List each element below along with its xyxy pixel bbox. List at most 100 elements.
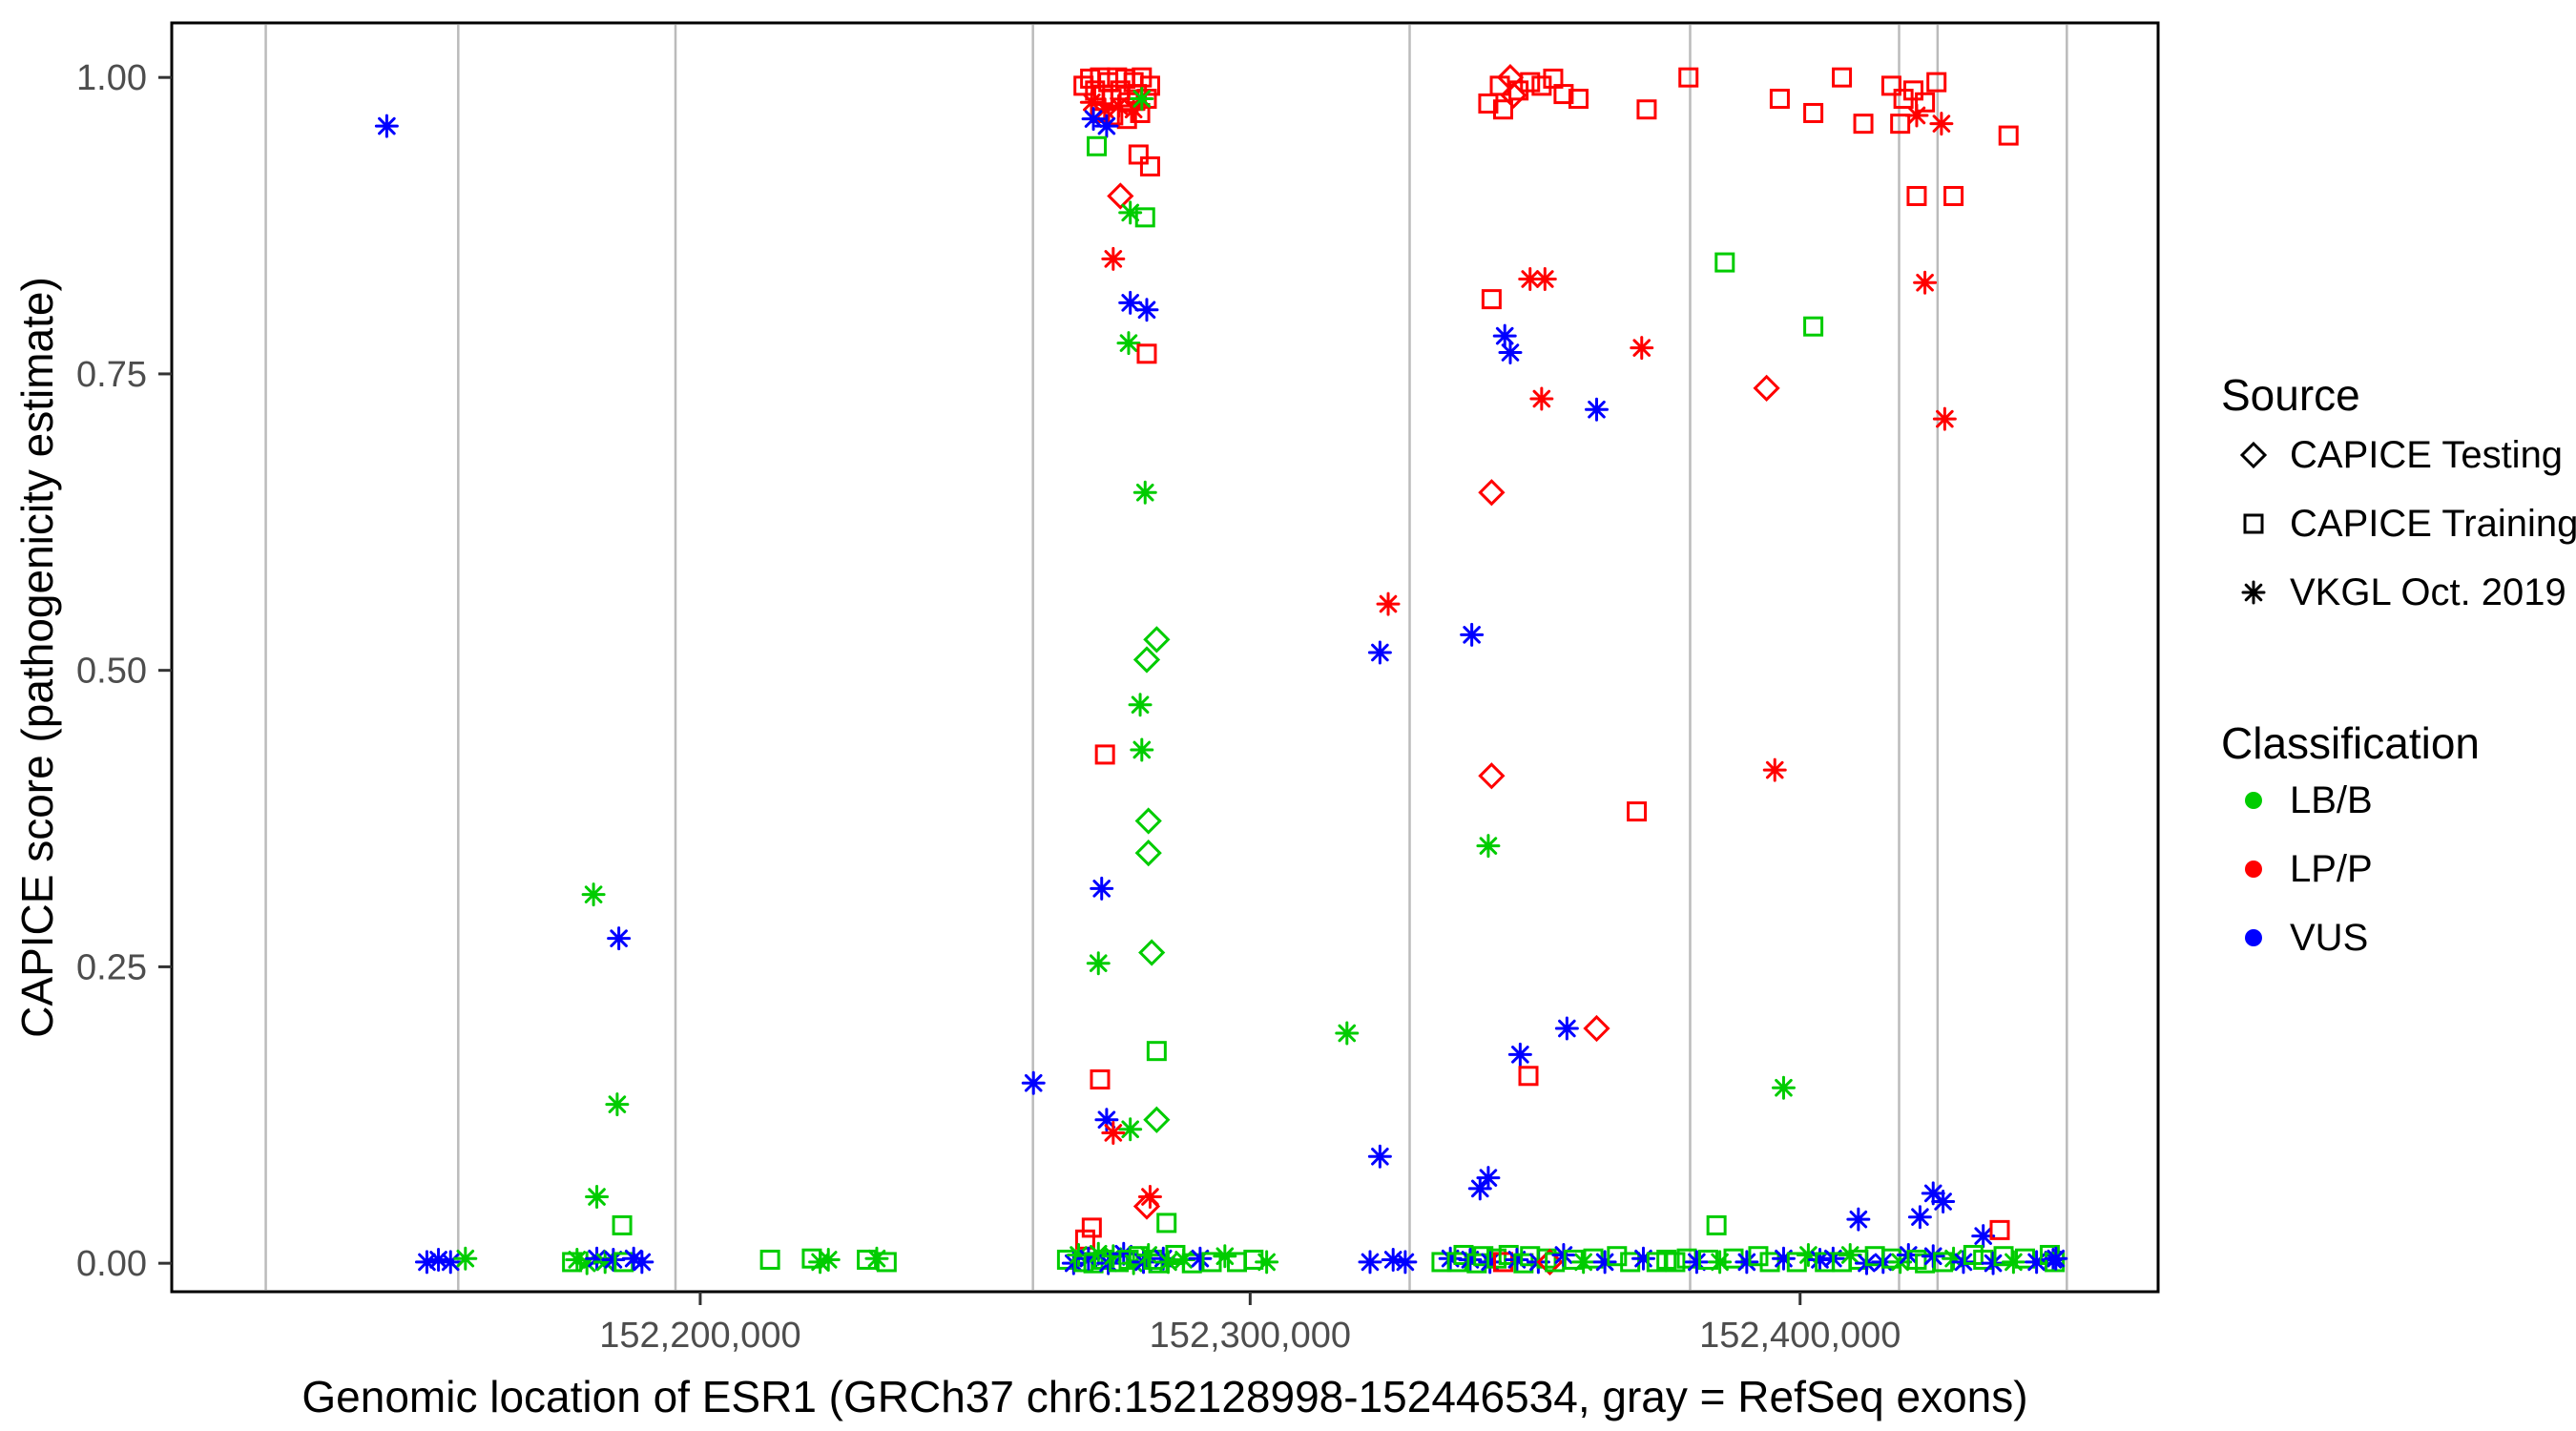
data-point — [1107, 182, 1134, 210]
data-point — [1473, 1246, 1494, 1267]
data-point — [1762, 757, 1787, 782]
data-point — [1476, 834, 1501, 859]
data-point — [1803, 102, 1824, 123]
y-tick-label: 0.25 — [76, 947, 147, 987]
data-point — [1708, 1250, 1733, 1275]
data-point — [1134, 807, 1162, 835]
data-point — [1458, 1247, 1483, 1272]
data-point — [1067, 1242, 1091, 1267]
legend-classification-title: Classification — [2221, 718, 2480, 768]
data-point — [1492, 1252, 1513, 1273]
data-point — [1358, 1250, 1382, 1275]
data-point — [2001, 1250, 2025, 1275]
y-tick-label: 0.00 — [76, 1244, 147, 1284]
data-point — [612, 1214, 633, 1235]
data-point — [1132, 646, 1161, 674]
data-point — [1121, 97, 1146, 122]
classification-dot-icon — [2245, 861, 2262, 878]
data-point — [1808, 1247, 1833, 1272]
x-tick-label: 152,300,000 — [1150, 1316, 1351, 1356]
data-point — [414, 1250, 439, 1275]
data-point — [1902, 80, 1923, 101]
data-point — [1096, 1251, 1121, 1275]
data-point — [1771, 1075, 1796, 1100]
data-point — [1081, 107, 1106, 132]
data-point — [1118, 290, 1143, 315]
data-point — [1155, 1250, 1180, 1275]
classification-dot-icon — [2245, 929, 2262, 946]
data-point — [1584, 397, 1609, 422]
asterisk-icon — [2241, 580, 2266, 605]
data-point — [374, 114, 399, 138]
data-point — [1079, 90, 1104, 114]
data-point — [1714, 252, 1735, 273]
data-point — [1090, 876, 1114, 901]
data-point — [1771, 1246, 1796, 1271]
data-point — [1134, 298, 1159, 322]
data-point — [1367, 640, 1392, 665]
data-point — [1803, 316, 1824, 337]
data-point — [1929, 112, 1954, 136]
data-point — [1665, 1252, 1686, 1273]
data-point — [1478, 762, 1506, 790]
data-point — [605, 1092, 630, 1117]
data-point — [1138, 939, 1166, 966]
data-point — [808, 1250, 833, 1275]
data-point — [1118, 1117, 1143, 1142]
data-point — [1915, 92, 1936, 113]
data-point — [630, 1250, 654, 1275]
y-tick-label: 0.75 — [76, 355, 147, 395]
data-point — [1518, 266, 1543, 291]
data-point — [1381, 1247, 1405, 1272]
data-point — [1130, 87, 1154, 112]
x-tick-label: 152,400,000 — [1699, 1316, 1901, 1356]
data-point — [1492, 323, 1517, 348]
data-point — [1796, 1242, 1820, 1267]
data-point — [1134, 207, 1155, 228]
data-point — [1913, 270, 1938, 295]
data-point — [876, 1252, 897, 1273]
data-point — [1188, 1246, 1213, 1271]
data-point — [1931, 1190, 1956, 1214]
data-point — [759, 1249, 780, 1270]
data-point — [1376, 591, 1401, 616]
data-point — [1630, 336, 1654, 361]
data-point — [1531, 75, 1552, 96]
data-point — [1554, 1016, 1579, 1041]
data-point — [1529, 386, 1554, 411]
square-icon — [2243, 513, 2264, 534]
data-point — [1092, 97, 1117, 122]
data-point — [621, 1246, 646, 1271]
data-point — [1536, 1248, 1564, 1276]
data-point — [1478, 479, 1506, 507]
data-point — [1932, 406, 1957, 431]
data-point — [1880, 75, 1901, 96]
data-point — [585, 1246, 610, 1271]
data-point — [1130, 737, 1154, 762]
data-point — [1627, 801, 1648, 822]
data-point — [1101, 1244, 1126, 1269]
data-point — [1367, 1144, 1392, 1169]
data-point — [2025, 1250, 2049, 1275]
legend-item-lbb: LB/B — [2290, 779, 2373, 821]
exon-lines-group — [264, 25, 2068, 1290]
data-point — [1507, 1042, 1532, 1067]
data-point — [1926, 72, 1947, 93]
data-point — [1943, 185, 1964, 206]
data-point — [1583, 1014, 1610, 1043]
data-point — [1998, 125, 2019, 146]
data-point — [1607, 1246, 1628, 1267]
data-point — [1476, 1166, 1501, 1191]
legend-item-capice-testing: CAPICE Testing — [2290, 434, 2563, 476]
data-point — [1753, 374, 1780, 402]
data-point — [1101, 1120, 1126, 1145]
data-point — [1132, 1192, 1161, 1220]
data-point — [1481, 289, 1502, 310]
data-point — [1335, 1021, 1360, 1046]
data-point — [1769, 89, 1790, 110]
data-point — [1132, 480, 1157, 505]
data-point — [1706, 1214, 1727, 1235]
data-point — [1136, 343, 1157, 364]
data-point — [816, 1247, 841, 1272]
